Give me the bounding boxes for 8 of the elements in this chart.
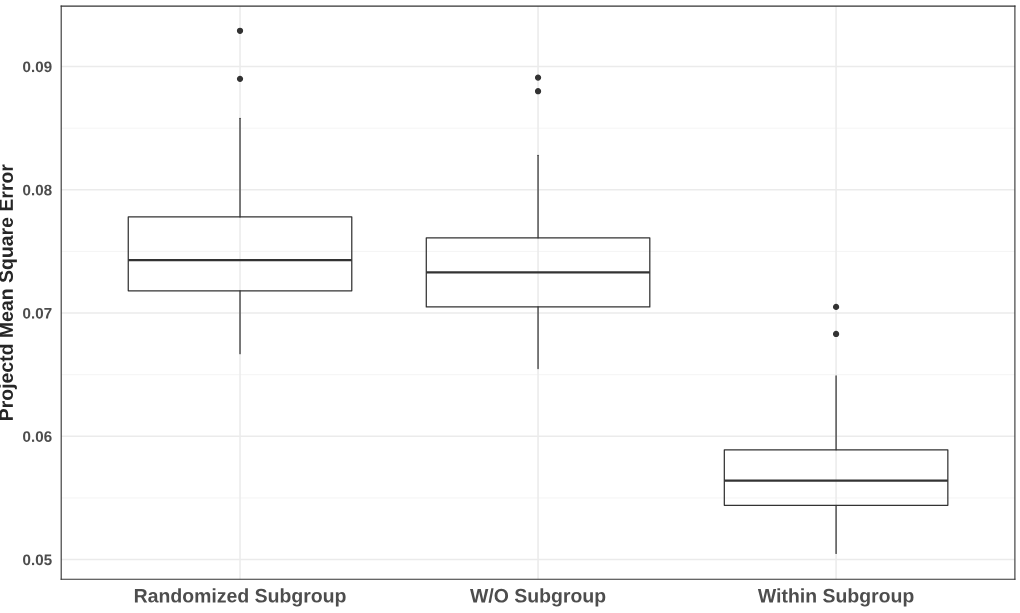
y-tick-label: 0.07 (23, 307, 52, 319)
y-tick-label: 0.05 (23, 554, 52, 566)
x-tick-label: Randomized Subgroup (134, 588, 346, 607)
x-tick-label: Within Subgroup (757, 588, 914, 607)
y-tick-label: 0.09 (23, 61, 52, 73)
y-tick-label: 0.06 (23, 431, 52, 442)
y-tick-label: 0.08 (23, 184, 52, 196)
x-tick-label: W/O Subgroup (470, 588, 606, 607)
